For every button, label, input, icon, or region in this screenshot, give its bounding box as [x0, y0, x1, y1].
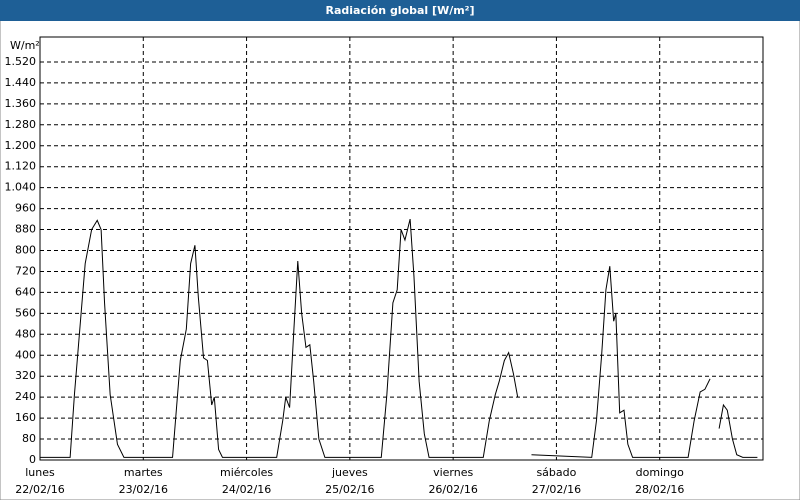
y-tick-label: 320 [15, 369, 36, 382]
y-tick-label: 720 [15, 264, 36, 277]
x-tick-day: miércoles [220, 466, 273, 479]
y-tick-label: 1.200 [5, 139, 37, 152]
x-tick-label: 27/02/16 [532, 483, 581, 496]
y-tick-label: 400 [15, 348, 36, 361]
x-tick-day: domingo [636, 466, 684, 479]
x-tick-day: jueves [331, 466, 368, 479]
y-tick-label: 1.280 [5, 118, 37, 131]
y-tick-label: 960 [15, 202, 36, 215]
y-tick-label: 480 [15, 327, 36, 340]
y-tick-label: 880 [15, 223, 36, 236]
x-tick-day: martes [124, 466, 163, 479]
data-line [40, 218, 758, 458]
x-tick-label: 24/02/16 [222, 483, 271, 496]
x-tick-label: 28/02/16 [635, 483, 684, 496]
x-tick-label: 26/02/16 [428, 483, 477, 496]
x-tick-day: sábado [536, 466, 576, 479]
y-tick-label: 0 [29, 453, 36, 466]
y-tick-label: 800 [15, 244, 36, 257]
y-tick-label: 1.120 [5, 160, 37, 173]
plot-border [39, 36, 764, 461]
y-tick-label: 80 [22, 432, 36, 445]
x-tick-day: viernes [433, 466, 473, 479]
x-tick-label: 22/02/16 [15, 483, 64, 496]
y-tick-label: 1.440 [5, 76, 37, 89]
chart-title: Radiación global [W/m²] [325, 4, 474, 17]
y-tick-label: 160 [15, 411, 36, 424]
y-tick-label: 240 [15, 390, 36, 403]
y-tick-label: 1.520 [5, 55, 37, 68]
y-tick-label: 1.360 [5, 97, 37, 110]
x-tick-label: 23/02/16 [119, 483, 168, 496]
x-tick-day: lunes [25, 466, 55, 479]
title-bar [0, 0, 800, 21]
y-tick-label: 1.040 [5, 181, 37, 194]
x-tick-label: 25/02/16 [325, 483, 374, 496]
y-tick-label: 640 [15, 285, 36, 298]
y-unit: W/m² [10, 39, 40, 52]
y-tick-label: 560 [15, 306, 36, 319]
